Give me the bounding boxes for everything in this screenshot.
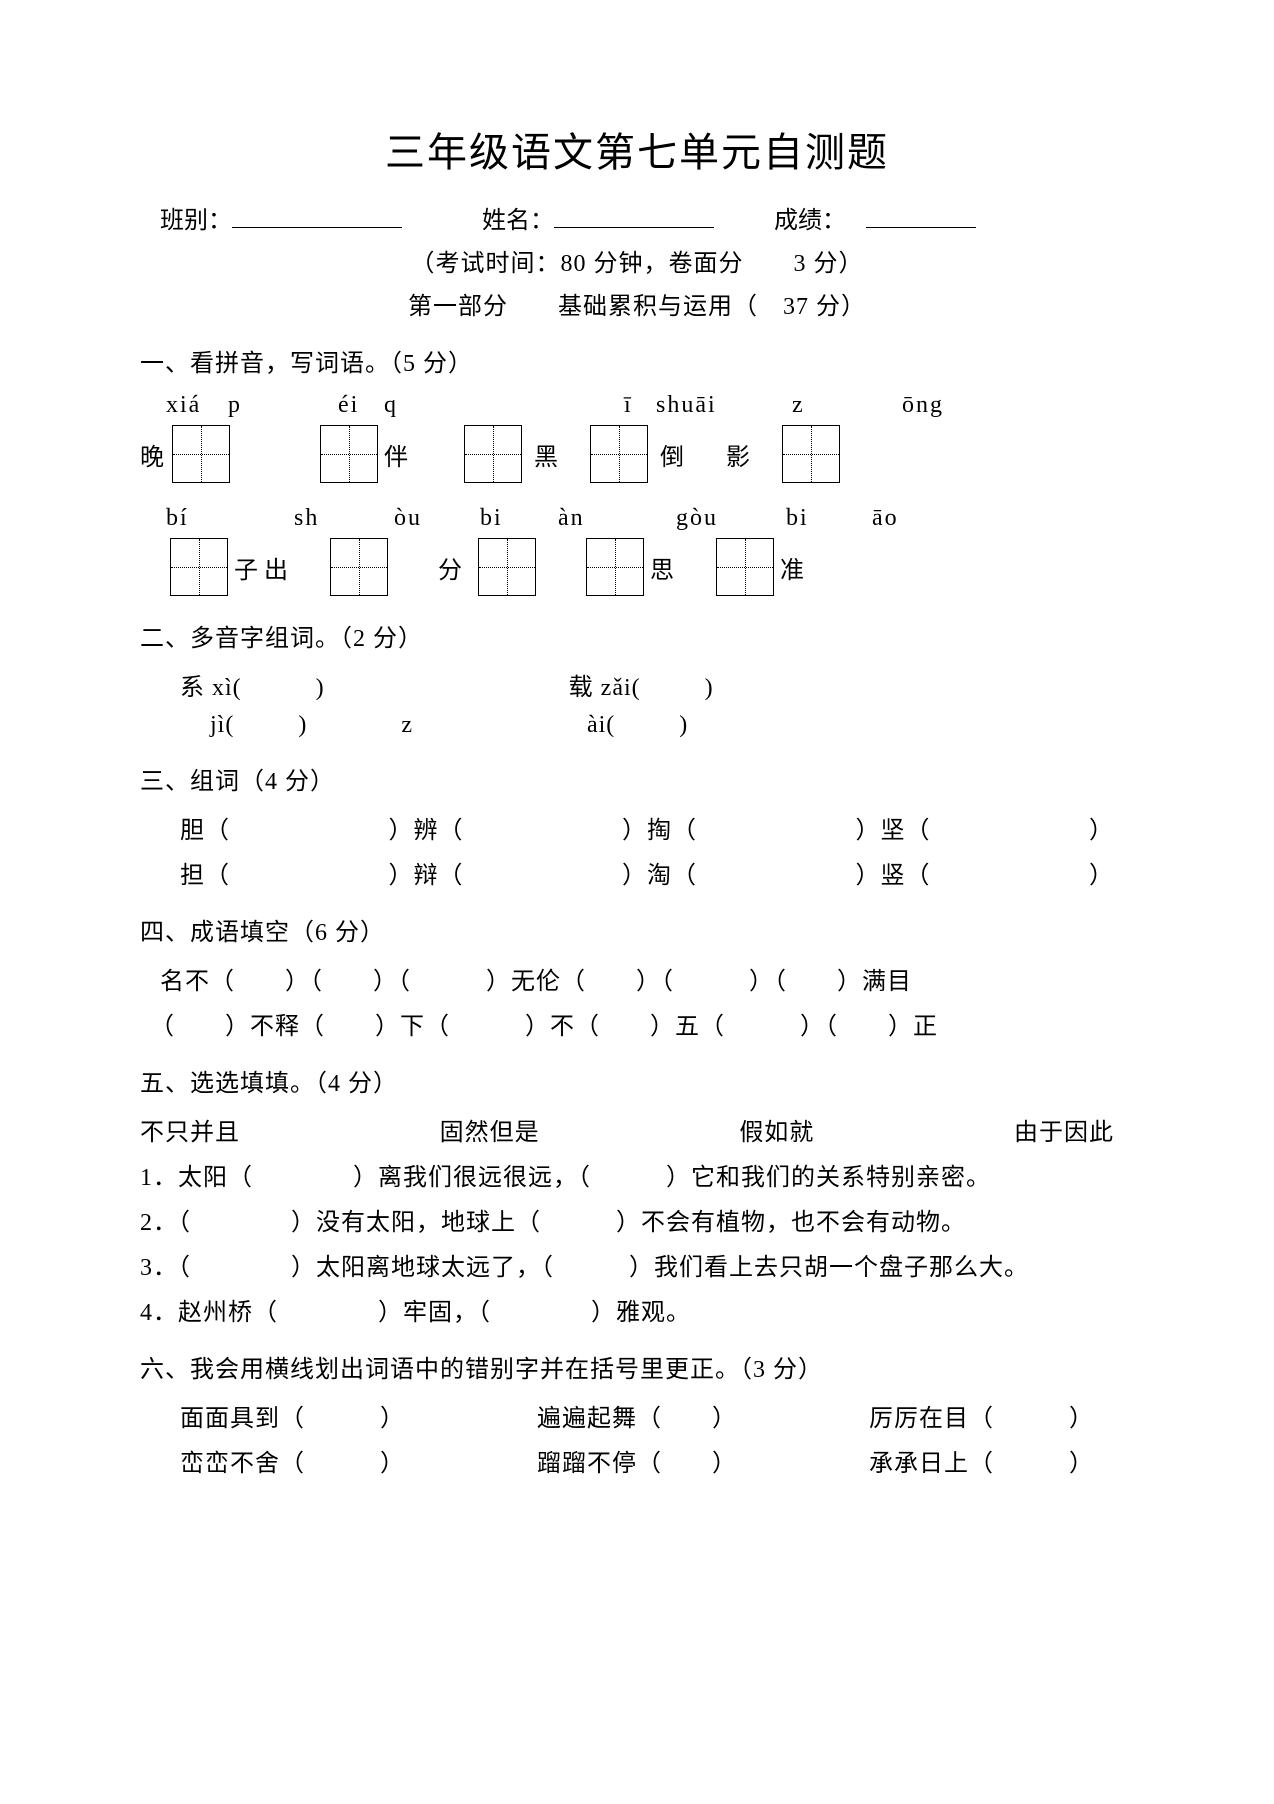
txt: ）掏（ bbox=[622, 810, 697, 845]
pinyin: àn bbox=[558, 505, 676, 532]
opt: 由于因此 bbox=[1014, 1112, 1114, 1147]
txt: ) bbox=[705, 675, 714, 701]
opt: 假如就 bbox=[739, 1112, 814, 1147]
char: 黑 bbox=[534, 437, 560, 472]
txt: jì( bbox=[210, 712, 234, 738]
q5-item3: 3．（ ）太阳离地球太远了，（ ）我们看上去只胡一个盘子那么大。 bbox=[140, 1247, 1134, 1282]
tianzi-box[interactable] bbox=[590, 425, 648, 483]
q2-head: 二、多音字组词。（2 分） bbox=[140, 618, 1134, 653]
tianzi-box[interactable] bbox=[464, 425, 522, 483]
txt: 载 zǎi( bbox=[569, 675, 641, 701]
txt: z bbox=[401, 712, 413, 738]
part1-heading: 第一部分 基础累积与运用（ 37 分） bbox=[140, 286, 1134, 321]
q5-head: 五、选选填填。（4 分） bbox=[140, 1063, 1134, 1098]
pinyin: gòu bbox=[676, 505, 786, 532]
pinyin: bi bbox=[480, 505, 558, 532]
q2-line1: 系 xì( ) 载 zǎi( ) bbox=[140, 667, 1134, 702]
txt: 胆（ bbox=[180, 810, 230, 845]
tianzi-box[interactable] bbox=[782, 425, 840, 483]
pinyin: ī bbox=[624, 392, 656, 419]
score-label: 成绩： bbox=[774, 200, 846, 235]
pinyin: āo bbox=[872, 505, 899, 532]
pinyin: shuāi bbox=[656, 392, 792, 419]
tianzi-box[interactable] bbox=[330, 538, 388, 596]
q3-head: 三、组词（4 分） bbox=[140, 761, 1134, 796]
char: 子 bbox=[234, 550, 260, 585]
txt: 面面具到（ ） bbox=[180, 1398, 405, 1433]
score-blank[interactable] bbox=[866, 204, 976, 228]
q4-row2: （ ）不释（ ）下（ ）不（ ）五（ ）（ ）正 bbox=[140, 1006, 1134, 1041]
name-label: 姓名： bbox=[482, 200, 554, 235]
txt: ）辨（ bbox=[389, 810, 464, 845]
pinyin: bí bbox=[166, 505, 294, 532]
txt: ）辩（ bbox=[389, 855, 464, 890]
q5-item1: 1．太阳（ ）离我们很远很远，（ ）它和我们的关系特别亲密。 bbox=[140, 1157, 1134, 1192]
txt: 承承日上（ ） bbox=[869, 1443, 1094, 1478]
q3-row1: 胆（ ）辨（ ）掏（ ）坚（ ） bbox=[140, 810, 1134, 845]
q5-item4: 4．赵州桥（ ）牢固，（ ）雅观。 bbox=[140, 1292, 1134, 1327]
q1-head: 一、看拼音，写词语。（5 分） bbox=[140, 343, 1134, 378]
page-title: 三年级语文第七单元自测题 bbox=[140, 120, 1134, 178]
pinyin: xiá bbox=[166, 392, 228, 419]
char: 伴 bbox=[384, 437, 410, 472]
tianzi-box[interactable] bbox=[320, 425, 378, 483]
txt: 峦峦不舍（ ） bbox=[180, 1443, 405, 1478]
q1-box-row1: 晚 伴 黑 倒 影 bbox=[140, 425, 1134, 483]
txt: ） bbox=[1089, 855, 1114, 890]
pinyin: p bbox=[228, 392, 338, 419]
q1-box-row2: 子 出 分 思 准 bbox=[140, 538, 1134, 596]
tianzi-box[interactable] bbox=[716, 538, 774, 596]
txt: ) bbox=[679, 712, 688, 738]
opt: 不只并且 bbox=[140, 1112, 240, 1147]
q2-line2: jì( ) z ài( ) bbox=[140, 712, 1134, 739]
txt: ài( bbox=[587, 712, 615, 738]
pinyin: sh bbox=[294, 505, 394, 532]
exam-page: 三年级语文第七单元自测题 班别： 姓名： 成绩： （考试时间：80 分钟，卷面分… bbox=[0, 0, 1274, 1568]
pinyin: éi bbox=[338, 392, 384, 419]
q1-pinyin-row1: xiá p éi q ī shuāi z ōng bbox=[140, 392, 1134, 419]
char: 倒 bbox=[660, 437, 686, 472]
txt: ）淘（ bbox=[622, 855, 697, 890]
q4-head: 四、成语填空（6 分） bbox=[140, 912, 1134, 947]
txt: ） bbox=[1089, 810, 1114, 845]
txt: 厉厉在目（ ） bbox=[869, 1398, 1094, 1433]
char: 晚 bbox=[140, 437, 166, 472]
student-info-row: 班别： 姓名： 成绩： bbox=[140, 200, 1134, 235]
tianzi-box[interactable] bbox=[172, 425, 230, 483]
pinyin: z bbox=[792, 392, 902, 419]
txt: 蹓蹓不停（ ） bbox=[537, 1443, 737, 1478]
char: 影 bbox=[726, 437, 752, 472]
pinyin: òu bbox=[394, 505, 480, 532]
opt: 固然但是 bbox=[440, 1112, 540, 1147]
q1-pinyin-row2: bí sh òu bi àn gòu bi āo bbox=[140, 505, 1134, 532]
q6-row1: 面面具到（ ） 遍遍起舞（ ） 厉厉在目（ ） bbox=[140, 1398, 1134, 1433]
q4-row1: 名不（ ）（ ）（ ）无伦（ ）（ ）（ ）满目 bbox=[140, 961, 1134, 996]
q5-opts: 不只并且 固然但是 假如就 由于因此 bbox=[140, 1112, 1134, 1147]
char: 分 bbox=[438, 550, 464, 585]
txt: ) bbox=[316, 675, 325, 701]
pinyin: q bbox=[384, 392, 624, 419]
tianzi-box[interactable] bbox=[586, 538, 644, 596]
tianzi-box[interactable] bbox=[478, 538, 536, 596]
txt: ）坚（ bbox=[856, 810, 931, 845]
tianzi-box[interactable] bbox=[170, 538, 228, 596]
name-blank[interactable] bbox=[554, 204, 714, 228]
char: 思 bbox=[650, 550, 676, 585]
exam-info: （考试时间：80 分钟，卷面分 3 分） bbox=[140, 243, 1134, 278]
txt: 遍遍起舞（ ） bbox=[537, 1398, 737, 1433]
q3-row2: 担（ ）辩（ ）淘（ ）竖（ ） bbox=[140, 855, 1134, 890]
txt: ）竖（ bbox=[856, 855, 931, 890]
char: 准 bbox=[780, 550, 806, 585]
pinyin: bi bbox=[786, 505, 872, 532]
txt: ) bbox=[298, 712, 307, 738]
class-blank[interactable] bbox=[232, 204, 402, 228]
q6-head: 六、我会用横线划出词语中的错别字并在括号里更正。（3 分） bbox=[140, 1349, 1134, 1384]
class-label: 班别： bbox=[160, 200, 232, 235]
q6-row2: 峦峦不舍（ ） 蹓蹓不停（ ） 承承日上（ ） bbox=[140, 1443, 1134, 1478]
txt: 系 xì( bbox=[180, 675, 242, 701]
txt: 担（ bbox=[180, 855, 230, 890]
q5-item2: 2．（ ）没有太阳，地球上（ ）不会有植物，也不会有动物。 bbox=[140, 1202, 1134, 1237]
char: 出 bbox=[264, 550, 290, 585]
pinyin: ōng bbox=[902, 392, 944, 419]
